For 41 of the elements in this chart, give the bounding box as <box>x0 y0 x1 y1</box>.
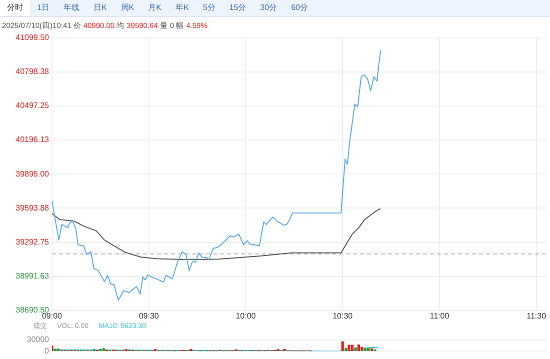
category-label: 60分 <box>290 2 309 14</box>
bar <box>357 344 360 352</box>
bar <box>350 344 354 352</box>
bar <box>99 348 102 352</box>
x-tick-label: 10:00 <box>236 311 256 320</box>
bar <box>102 348 106 352</box>
y-tick-label: 38991.63 <box>16 272 50 281</box>
bar <box>341 341 344 352</box>
x-tick-label: 10:30 <box>332 311 354 320</box>
category-label: 1日 <box>36 2 50 14</box>
bar <box>344 348 348 352</box>
category-label: 年K <box>174 2 190 14</box>
y-tick-label: 39292.75 <box>16 237 50 246</box>
x-tick-label: 09:00 <box>42 311 63 320</box>
y-tick-label: 40196.13 <box>16 135 50 144</box>
category-label: 周K <box>120 2 136 14</box>
bar <box>57 348 60 352</box>
category-label: 月K <box>147 2 162 14</box>
bar <box>190 348 192 352</box>
x-tick-label: 11:00 <box>430 311 450 320</box>
category-label: 年线 <box>62 2 80 14</box>
y-tick-label: 0 <box>44 346 50 356</box>
category-label: 日K <box>92 2 108 14</box>
y-tick-label: 41099.50 <box>16 33 50 42</box>
category-label: 30分 <box>259 2 278 14</box>
bar <box>348 344 350 352</box>
bar <box>354 347 357 352</box>
y-tick-label: 39593.88 <box>16 203 50 212</box>
y-tick-label: 39895.00 <box>16 169 50 178</box>
category-label: 分时 <box>0 0 30 16</box>
y-tick-label: 40798.38 <box>16 67 50 76</box>
x-tick-label: 09:30 <box>138 311 160 320</box>
bar <box>360 346 364 352</box>
category-label: 15分 <box>228 2 248 14</box>
y-tick-label: 30000 <box>26 335 50 344</box>
y-tick-label: 40497.25 <box>16 101 50 110</box>
x-tick-label: 11:30 <box>526 311 547 320</box>
category-label: 5分 <box>202 2 216 14</box>
bar <box>283 348 286 352</box>
bar <box>364 348 367 352</box>
bar <box>367 348 370 352</box>
